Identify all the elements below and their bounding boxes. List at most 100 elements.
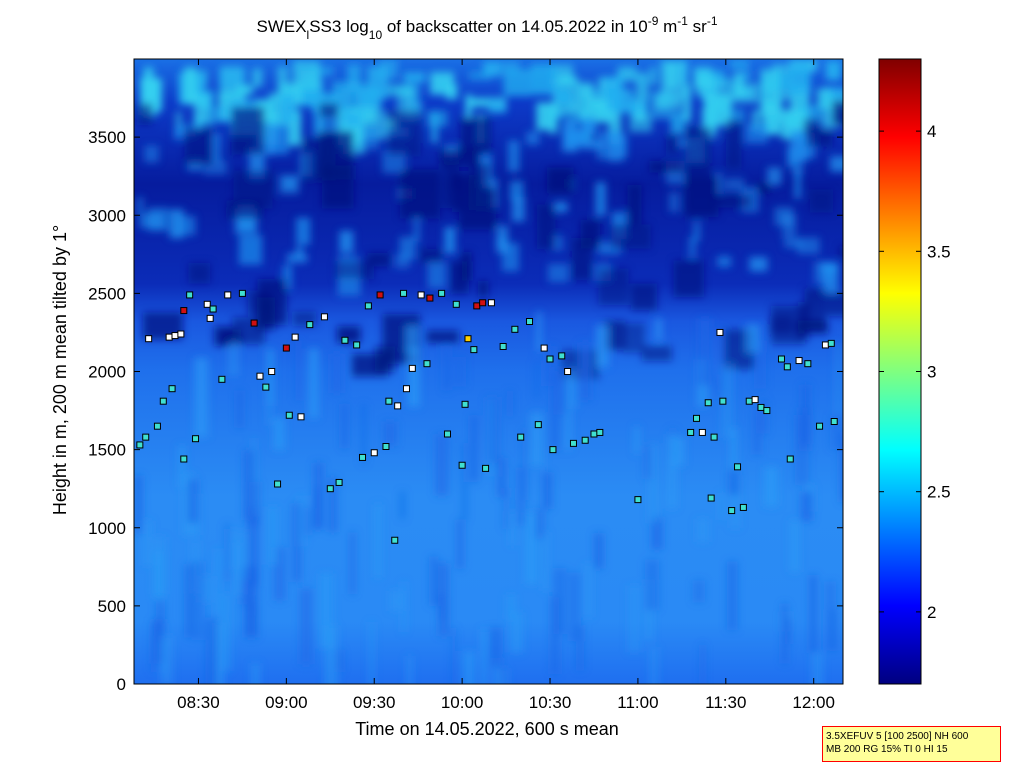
texture-patch xyxy=(745,124,768,144)
texture-patch xyxy=(751,109,761,132)
texture-patch xyxy=(784,239,802,248)
cloud-base-marker xyxy=(783,363,791,371)
texture-patch xyxy=(375,504,382,578)
texture-patch xyxy=(207,90,214,126)
texture-patch xyxy=(545,346,555,387)
texture-patch xyxy=(282,264,293,290)
texture-patch xyxy=(273,417,285,451)
texture-patch xyxy=(596,130,620,160)
cloud-base-marker xyxy=(830,418,838,425)
texture-patch xyxy=(462,651,476,684)
texture-patch xyxy=(648,443,660,524)
cloud-base-marker xyxy=(751,396,759,404)
texture-patch xyxy=(137,103,153,125)
texture-patch xyxy=(469,97,488,107)
texture-patch xyxy=(665,134,679,155)
texture-patch xyxy=(543,532,549,591)
texture-patch xyxy=(399,491,405,519)
texture-patch xyxy=(630,283,657,311)
cloud-base-marker xyxy=(171,332,179,340)
settings-note-line-2: MB 200 RG 15% TI 0 HI 15 xyxy=(826,744,948,755)
texture-patch xyxy=(246,566,258,638)
texture-patch xyxy=(774,207,794,226)
cloud-base-marker xyxy=(335,478,343,486)
cloud-base-marker xyxy=(707,494,715,502)
cloud-base-marker xyxy=(402,385,410,393)
cloud-base-marker xyxy=(218,375,226,383)
texture-patch xyxy=(732,83,759,104)
texture-patch xyxy=(335,261,375,280)
texture-patch xyxy=(352,353,389,377)
cloud-base-marker xyxy=(827,339,835,347)
texture-patch xyxy=(435,434,449,496)
cloud-base-marker xyxy=(487,299,495,307)
texture-patch xyxy=(456,519,464,569)
texture-patch xyxy=(565,373,572,451)
title-part-4: m xyxy=(658,17,677,36)
cloud-base-marker xyxy=(511,325,519,333)
cloud-base-marker xyxy=(394,402,402,410)
texture-patch xyxy=(655,94,683,110)
cloud-base-marker xyxy=(499,343,507,350)
texture-patch xyxy=(627,585,642,653)
texture-patch xyxy=(797,407,812,451)
texture-patch xyxy=(789,520,800,573)
texture-patch xyxy=(236,85,254,95)
texture-patch xyxy=(603,320,626,351)
texture-patch xyxy=(155,600,165,644)
texture-patch xyxy=(299,588,313,665)
texture-patch xyxy=(350,532,356,595)
texture-patch xyxy=(401,581,407,633)
texture-patch xyxy=(388,110,421,157)
texture-patch xyxy=(542,472,552,509)
cloud-base-marker xyxy=(238,289,246,297)
texture-patch xyxy=(144,145,159,163)
texture-patch xyxy=(178,445,186,488)
texture-patch xyxy=(461,252,472,281)
texture-patch xyxy=(242,531,251,580)
settings-note-line-1: 3.5XEFUV 5 [100 2500] NH 600 xyxy=(826,731,969,742)
texture-patch xyxy=(194,357,209,438)
texture-patch xyxy=(829,609,839,651)
cloud-base-marker xyxy=(297,413,305,421)
texture-patch xyxy=(361,403,367,465)
texture-patch xyxy=(725,120,742,168)
texture-patch xyxy=(696,518,710,542)
cloud-base-marker xyxy=(382,443,390,450)
y-tick-label: 2500 xyxy=(88,284,126,303)
title-sup-3: -9 xyxy=(648,14,659,28)
texture-patch xyxy=(191,561,205,640)
cloud-base-marker xyxy=(558,352,566,360)
texture-patch xyxy=(559,74,575,84)
texture-patch xyxy=(462,443,467,521)
cloud-base-marker xyxy=(206,314,214,322)
texture-patch xyxy=(330,353,343,394)
texture-patch xyxy=(728,469,740,495)
x-axis: 08:30 09:00 09:30 10:00 10:30 11:00 11:30 12:00 xyxy=(177,59,835,712)
texture-patch xyxy=(194,93,210,124)
texture-patch xyxy=(183,67,198,105)
texture-patch xyxy=(250,663,260,684)
texture-patch xyxy=(730,475,741,529)
cloud-base-marker xyxy=(274,480,282,488)
cloud-base-marker xyxy=(763,407,771,415)
cloud-base-marker xyxy=(596,428,604,436)
texture-patch xyxy=(530,64,557,95)
cloud-base-marker xyxy=(250,319,258,327)
cloud-base-marker xyxy=(461,400,469,408)
cloud-base-marker xyxy=(526,318,534,325)
cloud-base-marker xyxy=(795,357,803,365)
texture-patch xyxy=(240,567,252,605)
texture-patch xyxy=(546,167,574,194)
texture-patch xyxy=(522,427,528,500)
texture-patch xyxy=(623,323,645,353)
texture-patch xyxy=(721,363,734,439)
cloud-base-marker xyxy=(180,455,188,463)
texture-patch xyxy=(825,292,843,316)
title-sup-5: -1 xyxy=(707,14,718,28)
x-tick-label: 11:00 xyxy=(617,693,658,712)
cloud-base-marker xyxy=(458,461,466,469)
cloud-base-marker xyxy=(165,333,173,341)
texture-patch xyxy=(649,161,683,173)
texture-patch xyxy=(191,540,200,576)
